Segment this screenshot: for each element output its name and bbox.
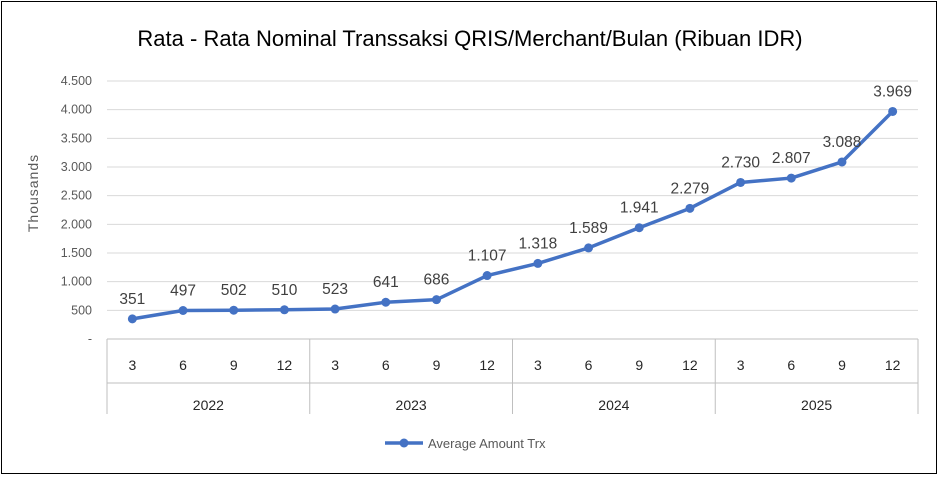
x-tick-label: 3 [128,357,136,373]
y-tick-label: 1.500 [61,246,92,260]
data-point [381,297,391,307]
data-point [584,243,594,253]
data-point [127,314,137,324]
y-tick-label: 2.000 [61,217,92,231]
data-point [888,106,898,116]
data-label: 1.589 [569,220,608,237]
x-tick-label: 12 [479,357,495,373]
data-label: 2.279 [671,180,710,197]
data-label: 497 [170,283,196,300]
x-tick-label: 12 [682,357,698,373]
data-label: 2.730 [721,154,760,171]
chart-title: Rata - Rata Nominal Transsaksi QRIS/Merc… [137,26,802,51]
data-point [330,304,340,314]
data-point [482,271,492,281]
data-label: 641 [373,274,399,291]
x-tick-label: 9 [635,357,643,373]
y-tick-label: 4.000 [61,103,92,117]
x-tick-label: 12 [885,357,901,373]
data-point [533,258,543,268]
x-tick-label: 3 [331,357,339,373]
x-tick-label: 6 [179,357,187,373]
series-line [132,110,894,321]
data-label: 510 [271,282,297,299]
x-tick-label: 6 [382,357,390,373]
data-point [786,173,796,183]
x-tick-label: 6 [787,357,795,373]
data-label: 686 [424,272,450,289]
data-point [279,305,289,315]
y-tick-label: 4.500 [61,74,92,88]
data-label: 523 [322,281,348,298]
x-group-label: 2024 [598,397,629,413]
y-tick-label: 3.500 [61,131,92,145]
data-point [685,203,695,213]
data-label: 502 [221,282,247,299]
data-label: 351 [119,291,145,308]
data-label: 1.107 [468,248,507,265]
y-tick-label: 2.500 [61,189,92,203]
data-point [634,223,644,233]
legend-marker-icon [399,438,409,448]
x-group-label: 2022 [193,397,224,413]
legend-label: Average Amount Trx [428,436,546,451]
x-tick-label: 9 [433,357,441,373]
data-label: 2.807 [772,150,811,167]
data-point [431,295,441,305]
data-point [736,177,746,187]
x-tick-label: 3 [534,357,542,373]
data-point [178,306,188,316]
x-group-label: 2023 [396,397,427,413]
x-tick-label: 6 [585,357,593,373]
x-tick-label: 3 [737,357,745,373]
data-label: 3.088 [823,134,862,151]
data-point [837,157,847,167]
y-tick-label: 3.000 [61,160,92,174]
x-tick-label: 12 [277,357,293,373]
y-tick-label: 1.000 [61,275,92,289]
x-tick-label: 9 [838,357,846,373]
data-label: 1.318 [518,235,557,252]
data-label: 1.941 [620,200,659,217]
x-tick-label: 9 [230,357,238,373]
data-label: 3.969 [873,83,912,100]
y-tick-label: - [88,332,92,346]
y-tick-label: 500 [71,303,92,317]
data-point [229,305,239,315]
y-axis-label: Thousands [25,154,41,232]
x-group-label: 2025 [801,397,832,413]
